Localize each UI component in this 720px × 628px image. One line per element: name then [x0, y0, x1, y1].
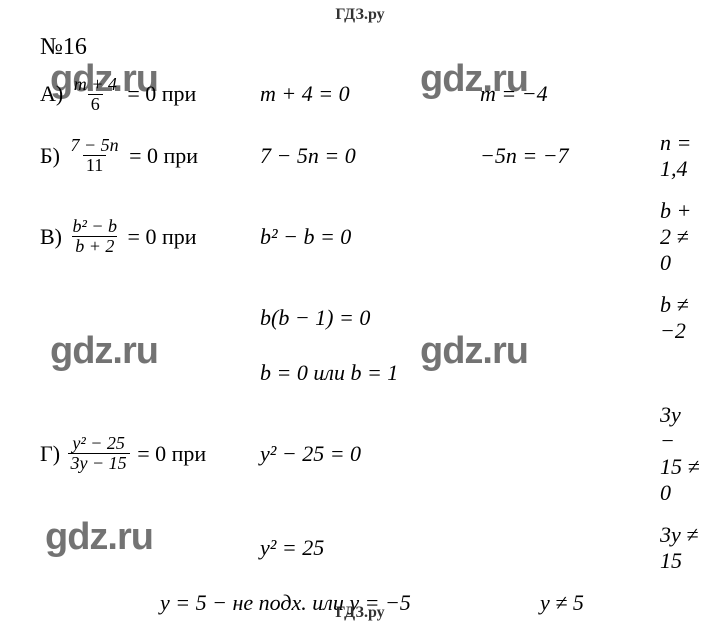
frac-den: b + 2: [72, 236, 117, 256]
part-b-label: Б): [40, 143, 60, 169]
part-b-fraction: 7 − 5n 11: [67, 136, 121, 175]
part-a-fraction: m + 4 6: [71, 75, 120, 114]
part-v-row3: b = 0 или b = 1: [40, 360, 700, 386]
part-b-step2: −5n = −7: [480, 143, 660, 169]
frac-num: m + 4: [71, 75, 120, 94]
part-g-r2c2: 3y ≠ 15: [660, 522, 700, 574]
part-b-step3: n = 1,4: [660, 130, 700, 182]
frac-num: b² − b: [70, 217, 121, 236]
frac-den: 6: [88, 94, 103, 114]
part-a-step1: m + 4 = 0: [260, 81, 480, 107]
part-g-r1c1: y² − 25 = 0: [260, 441, 480, 467]
part-v-r2c2: b ≠ −2: [660, 292, 700, 344]
page-footer: ГДЗ.ру: [0, 604, 720, 622]
part-g-r2c1: y² = 25: [260, 535, 480, 561]
part-v-r1c1: b² − b = 0: [260, 224, 480, 250]
part-v-fraction: b² − b b + 2: [70, 217, 121, 256]
part-v-r2c1: b(b − 1) = 0: [260, 305, 480, 331]
part-v-row2: b(b − 1) = 0 b ≠ −2: [40, 292, 700, 344]
problem-number: №16: [40, 34, 700, 61]
frac-num: y² − 25: [69, 434, 128, 453]
part-a-label: А): [40, 81, 63, 107]
part-g-row1: Г) y² − 25 3y − 15 = 0 при y² − 25 = 0 3…: [40, 402, 700, 506]
frac-den: 3y − 15: [68, 453, 130, 473]
part-b-row: Б) 7 − 5n 11 = 0 при 7 − 5n = 0 −5n = −7…: [40, 130, 700, 182]
part-g-row2: y² = 25 3y ≠ 15: [40, 522, 700, 574]
part-v-r1c2: b + 2 ≠ 0: [660, 198, 700, 276]
solution-content: №16 А) m + 4 6 = 0 при m + 4 = 0 m = −4 …: [0, 24, 720, 616]
eq-text: = 0 при: [129, 143, 198, 169]
eq-text: = 0 при: [137, 441, 206, 467]
frac-den: 11: [83, 155, 106, 175]
part-g-r1c2: 3y − 15 ≠ 0: [660, 402, 700, 506]
eq-text: = 0 при: [127, 81, 196, 107]
part-v-r3: b = 0 или b = 1: [260, 360, 398, 386]
part-a-row: А) m + 4 6 = 0 при m + 4 = 0 m = −4: [40, 75, 700, 114]
part-b-step1: 7 − 5n = 0: [260, 143, 480, 169]
page-header: ГДЗ.ру: [0, 0, 720, 24]
part-g-fraction: y² − 25 3y − 15: [68, 434, 130, 473]
part-v-label: В): [40, 224, 62, 250]
part-v-row1: В) b² − b b + 2 = 0 при b² − b = 0 b + 2…: [40, 198, 700, 276]
part-a-step2: m = −4: [480, 81, 660, 107]
eq-text: = 0 при: [128, 224, 197, 250]
frac-num: 7 − 5n: [67, 136, 121, 155]
part-g-label: Г): [40, 441, 60, 467]
